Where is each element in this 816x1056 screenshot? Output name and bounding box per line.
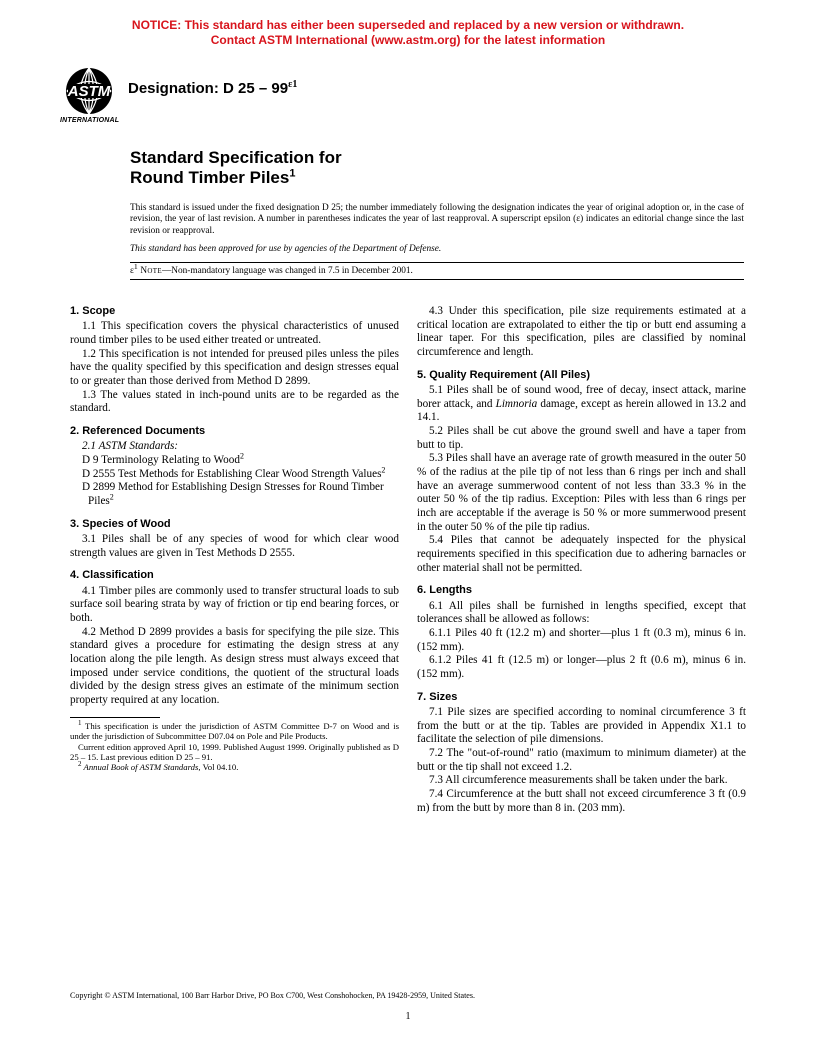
section-2-head: 2. Referenced Documents	[70, 425, 399, 438]
designation: Designation: D 25 – 99ε1	[128, 80, 297, 97]
para-1-2: 1.2 This specification is not intended f…	[70, 348, 399, 389]
issuance-note: This standard is issued under the fixed …	[130, 203, 744, 238]
ref-d9: D 9 Terminology Relating to Wood2	[88, 454, 399, 468]
section-7-head: 7. Sizes	[417, 691, 746, 704]
body-columns: 1. Scope 1.1 This specification covers t…	[70, 305, 746, 966]
para-7-2: 7.2 The "out-of-round" ratio (maximum to…	[417, 747, 746, 774]
supersession-notice: NOTICE: This standard has either been su…	[0, 18, 816, 48]
designation-prefix: Designation:	[128, 80, 223, 97]
para-1-3: 1.3 The values stated in inch-pound unit…	[70, 389, 399, 416]
footnote-rule	[70, 717, 160, 718]
para-5-4: 5.4 Piles that cannot be adequately insp…	[417, 534, 746, 575]
designation-superscript: ε1	[288, 79, 297, 90]
footnote-2: 2 Annual Book of ASTM Standards, Vol 04.…	[70, 762, 399, 772]
para-3-1: 3.1 Piles shall be of any species of woo…	[70, 533, 399, 560]
copyright: Copyright © ASTM International, 100 Barr…	[70, 991, 475, 1000]
para-7-4: 7.4 Circumference at the butt shall not …	[417, 788, 746, 815]
para-5-3: 5.3 Piles shall have an average rate of …	[417, 452, 746, 534]
para-4-1: 4.1 Timber piles are commonly used to tr…	[70, 585, 399, 626]
para-6-1-2: 6.1.2 Piles 41 ft (12.5 m) or longer—plu…	[417, 654, 746, 681]
note-label: Note	[138, 266, 162, 276]
para-2-1: 2.1 ASTM Standards:	[70, 440, 399, 454]
section-5-head: 5. Quality Requirement (All Piles)	[417, 369, 746, 382]
para-7-3: 7.3 All circumference measurements shall…	[417, 774, 746, 788]
title-line1: Standard Specification for	[130, 148, 342, 167]
ref-d2555: D 2555 Test Methods for Establishing Cle…	[88, 468, 399, 482]
para-7-1: 7.1 Pile sizes are specified according t…	[417, 706, 746, 747]
epsilon-note: ε1 Note—Non-mandatory language was chang…	[130, 262, 744, 280]
title-footnote-ref: 1	[289, 168, 295, 180]
dod-approval: This standard has been approved for use …	[130, 244, 744, 254]
svg-text:ASTM: ASTM	[67, 83, 111, 100]
notice-line1: NOTICE: This standard has either been su…	[132, 18, 684, 32]
note-text: —Non-mandatory language was changed in 7…	[162, 266, 413, 276]
section-1-head: 1. Scope	[70, 305, 399, 318]
section-3-head: 3. Species of Wood	[70, 518, 399, 531]
logo-label: INTERNATIONAL	[60, 117, 118, 124]
notice-line2: Contact ASTM International (www.astm.org…	[211, 33, 605, 47]
document-title: Standard Specification for Round Timber …	[130, 148, 744, 189]
astm-logo: ASTM INTERNATIONAL	[60, 66, 118, 128]
para-5-1: 5.1 Piles shall be of sound wood, free o…	[417, 384, 746, 425]
para-6-1: 6.1 All piles shall be furnished in leng…	[417, 600, 746, 627]
section-6-head: 6. Lengths	[417, 584, 746, 597]
page-number: 1	[0, 1011, 816, 1022]
para-1-1: 1.1 This specification covers the physic…	[70, 320, 399, 347]
para-6-1-1: 6.1.1 Piles 40 ft (12.2 m) and shorter—p…	[417, 627, 746, 654]
footnote-1b: Current edition approved April 10, 1999.…	[70, 742, 399, 763]
para-4-2: 4.2 Method D 2899 provides a basis for s…	[70, 626, 399, 708]
designation-code: D 25 – 99	[223, 80, 288, 97]
title-block: Standard Specification for Round Timber …	[130, 148, 744, 280]
header: ASTM INTERNATIONAL Designation: D 25 – 9…	[60, 66, 756, 128]
ref-d2899: D 2899 Method for Establishing Design St…	[88, 481, 399, 508]
para-4-3: 4.3 Under this specification, pile size …	[417, 305, 746, 360]
para-5-2: 5.2 Piles shall be cut above the ground …	[417, 425, 746, 452]
section-4-head: 4. Classification	[70, 569, 399, 582]
footnote-1: 1 This specification is under the jurisd…	[70, 721, 399, 742]
title-line2: Round Timber Piles	[130, 168, 289, 187]
